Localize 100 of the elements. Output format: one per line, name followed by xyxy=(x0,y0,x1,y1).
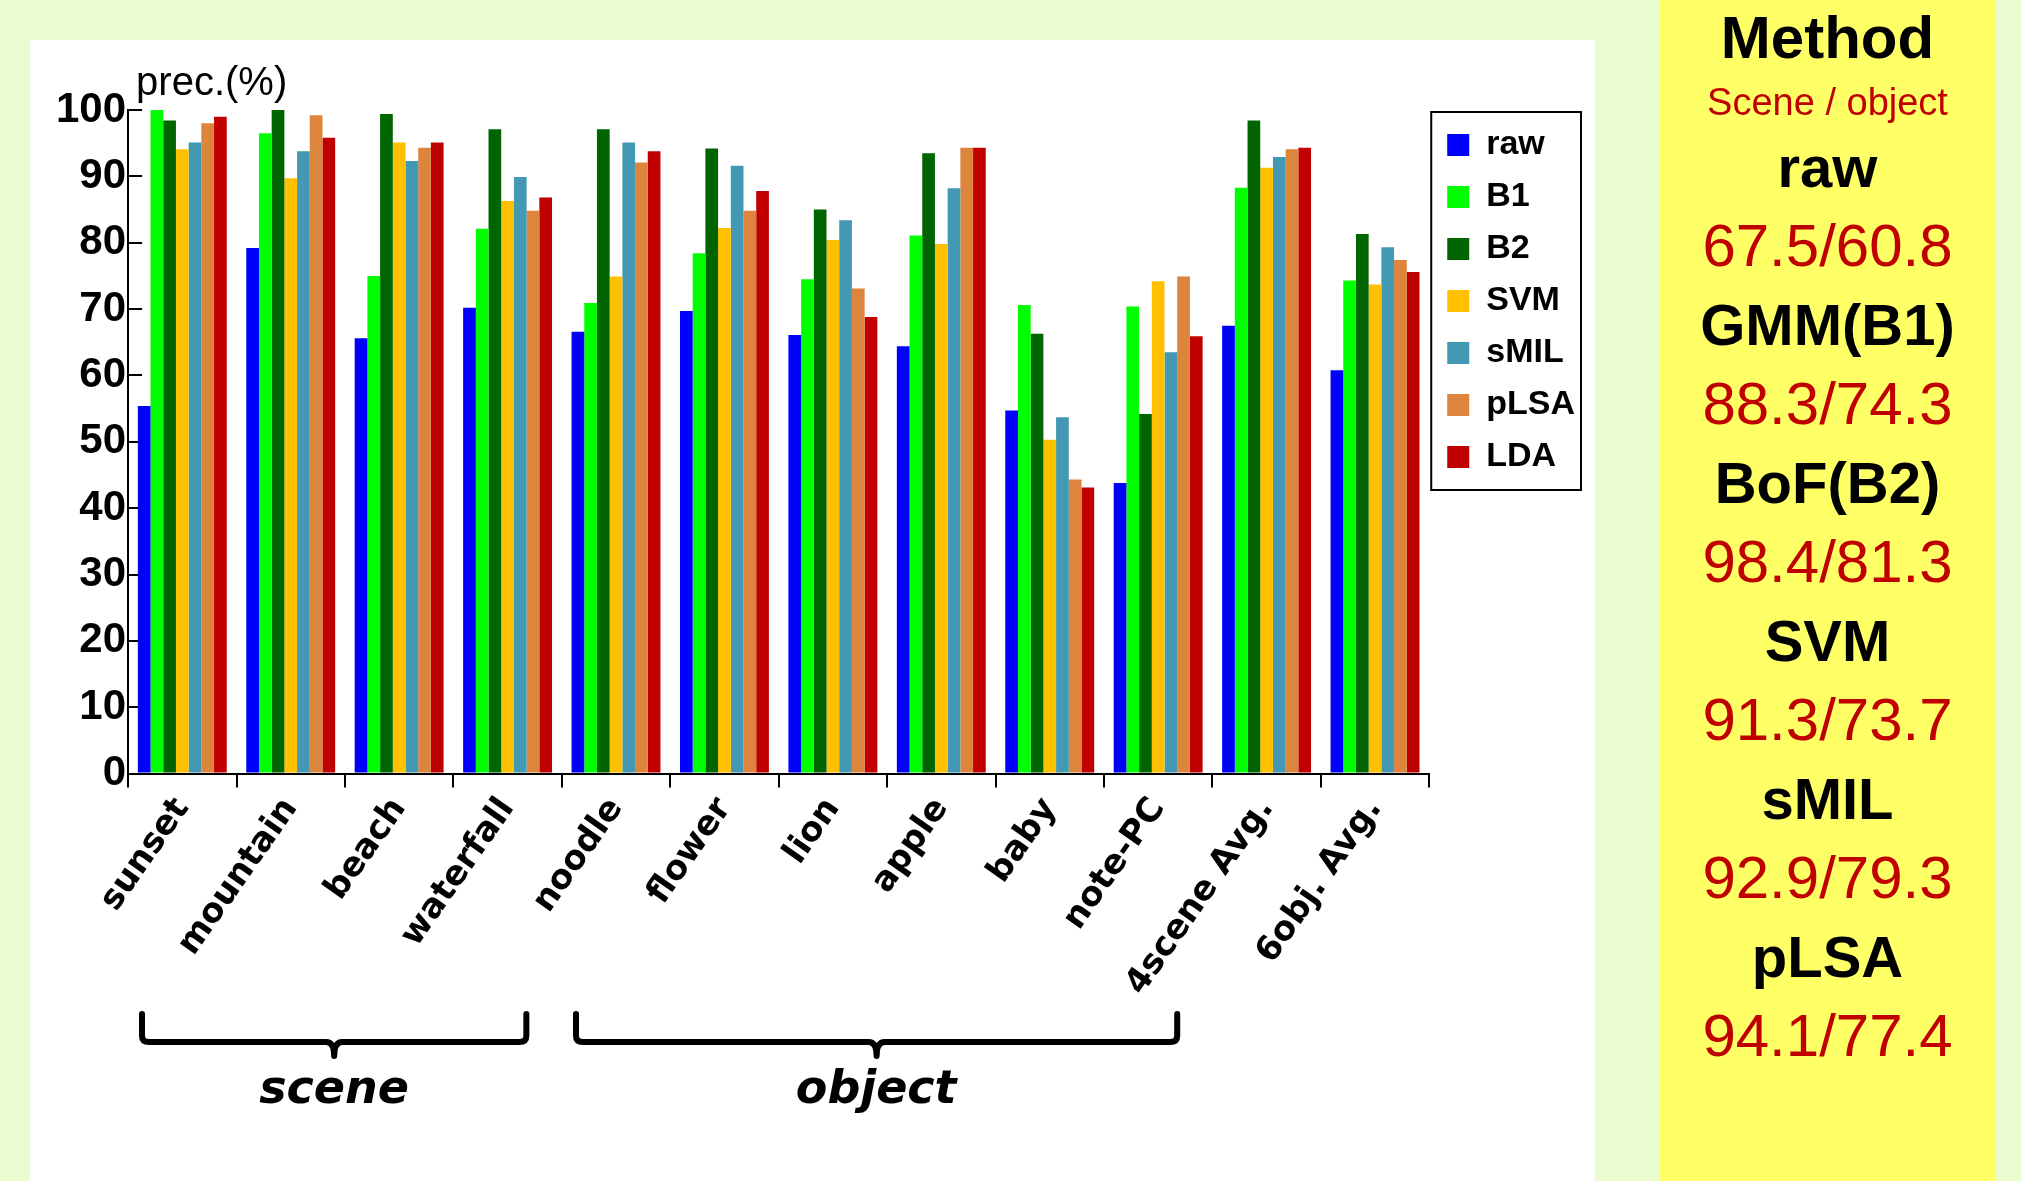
bar xyxy=(284,178,298,773)
y-tick-label: 90 xyxy=(79,149,127,197)
y-tick-label: 20 xyxy=(79,614,127,662)
bar xyxy=(188,142,202,773)
bar xyxy=(1081,487,1095,773)
text: object xyxy=(795,1059,957,1114)
legend-label: B1 xyxy=(1486,175,1530,214)
bar xyxy=(1139,413,1152,773)
bar xyxy=(430,142,444,773)
bar xyxy=(1260,167,1273,773)
bar xyxy=(354,338,368,773)
bar xyxy=(813,209,827,773)
legend-label: B2 xyxy=(1486,227,1530,266)
text: 91.3/73.7 xyxy=(1701,685,1954,755)
text: 88.3/74.3 xyxy=(1701,369,1954,439)
text: sMIL xyxy=(1760,765,1895,833)
bar xyxy=(513,177,527,773)
bar xyxy=(1381,247,1395,773)
bar xyxy=(539,197,553,773)
text: Scene / object xyxy=(1706,80,1949,125)
bar xyxy=(788,334,802,773)
text: SVM xyxy=(1763,607,1892,675)
bar xyxy=(584,303,597,773)
bar xyxy=(679,311,693,773)
bar xyxy=(463,307,476,773)
bar xyxy=(1164,352,1178,773)
bar xyxy=(1043,439,1057,773)
bar xyxy=(743,210,757,773)
bar xyxy=(1113,482,1127,773)
bar xyxy=(1343,280,1356,773)
bar xyxy=(1005,410,1018,773)
text: 94.1/77.4 xyxy=(1701,1001,1954,1071)
bar xyxy=(405,161,419,773)
bar xyxy=(1068,479,1082,773)
bar xyxy=(851,288,865,773)
y-tick-label: 10 xyxy=(79,680,127,728)
bar xyxy=(730,165,744,773)
text: Method xyxy=(1719,3,1936,73)
bar xyxy=(1126,306,1140,773)
y-tick-label: 80 xyxy=(79,216,127,264)
legend-label: pLSA xyxy=(1486,383,1576,422)
y-tick-label: 40 xyxy=(79,481,127,529)
bar xyxy=(1151,281,1165,773)
bar xyxy=(1272,157,1286,773)
text: scene xyxy=(259,1059,409,1114)
y-tick-label: 0 xyxy=(102,747,127,795)
y-tick-label: 70 xyxy=(79,282,127,330)
bar xyxy=(1330,370,1344,773)
y-axis-title: prec.(%) xyxy=(136,59,288,104)
bar xyxy=(137,405,151,773)
bar xyxy=(322,137,336,773)
legend-label: LDA xyxy=(1486,435,1557,474)
bar xyxy=(501,200,514,773)
bar xyxy=(705,148,719,773)
bar xyxy=(1222,325,1235,773)
bar xyxy=(826,240,840,773)
bar xyxy=(973,147,986,773)
bar xyxy=(756,190,769,773)
bar xyxy=(297,151,310,773)
bar xyxy=(1298,147,1312,773)
bar xyxy=(1030,333,1044,773)
bar xyxy=(1355,234,1369,773)
bar xyxy=(271,110,285,773)
y-tick-label: 100 xyxy=(56,83,127,131)
bar xyxy=(418,147,431,773)
bar xyxy=(1247,120,1261,773)
bar xyxy=(1189,336,1203,773)
bar xyxy=(258,133,272,773)
y-tick-label: 50 xyxy=(79,415,127,463)
text: 92.9/79.3 xyxy=(1701,843,1954,913)
bar xyxy=(896,346,910,773)
bar xyxy=(571,331,585,773)
bar xyxy=(1285,149,1299,773)
bar xyxy=(150,110,164,773)
legend-label: SVM xyxy=(1486,279,1560,318)
bar xyxy=(839,220,852,773)
bar xyxy=(635,162,648,773)
bar xyxy=(960,147,974,773)
text: 67.5/60.8 xyxy=(1701,211,1954,281)
y-tick-label: 30 xyxy=(79,548,127,596)
bar xyxy=(163,120,176,773)
bar xyxy=(214,116,227,773)
text: GMM(B1) xyxy=(1699,291,1956,359)
bar xyxy=(609,276,623,773)
text: 98.4/81.3 xyxy=(1701,527,1954,597)
text: pLSA xyxy=(1750,923,1905,991)
y-tick-label: 60 xyxy=(79,349,127,397)
bar xyxy=(1177,276,1190,773)
bar xyxy=(1017,305,1031,773)
text: BoF(B2) xyxy=(1713,449,1942,517)
legend-label: sMIL xyxy=(1486,331,1564,370)
bar xyxy=(475,228,489,773)
bar xyxy=(596,129,610,773)
bar xyxy=(692,253,706,773)
bar xyxy=(380,113,393,773)
bar xyxy=(647,151,661,773)
bar xyxy=(947,188,961,773)
text: raw xyxy=(1776,133,1879,201)
bar xyxy=(175,149,189,773)
bar xyxy=(864,317,878,773)
